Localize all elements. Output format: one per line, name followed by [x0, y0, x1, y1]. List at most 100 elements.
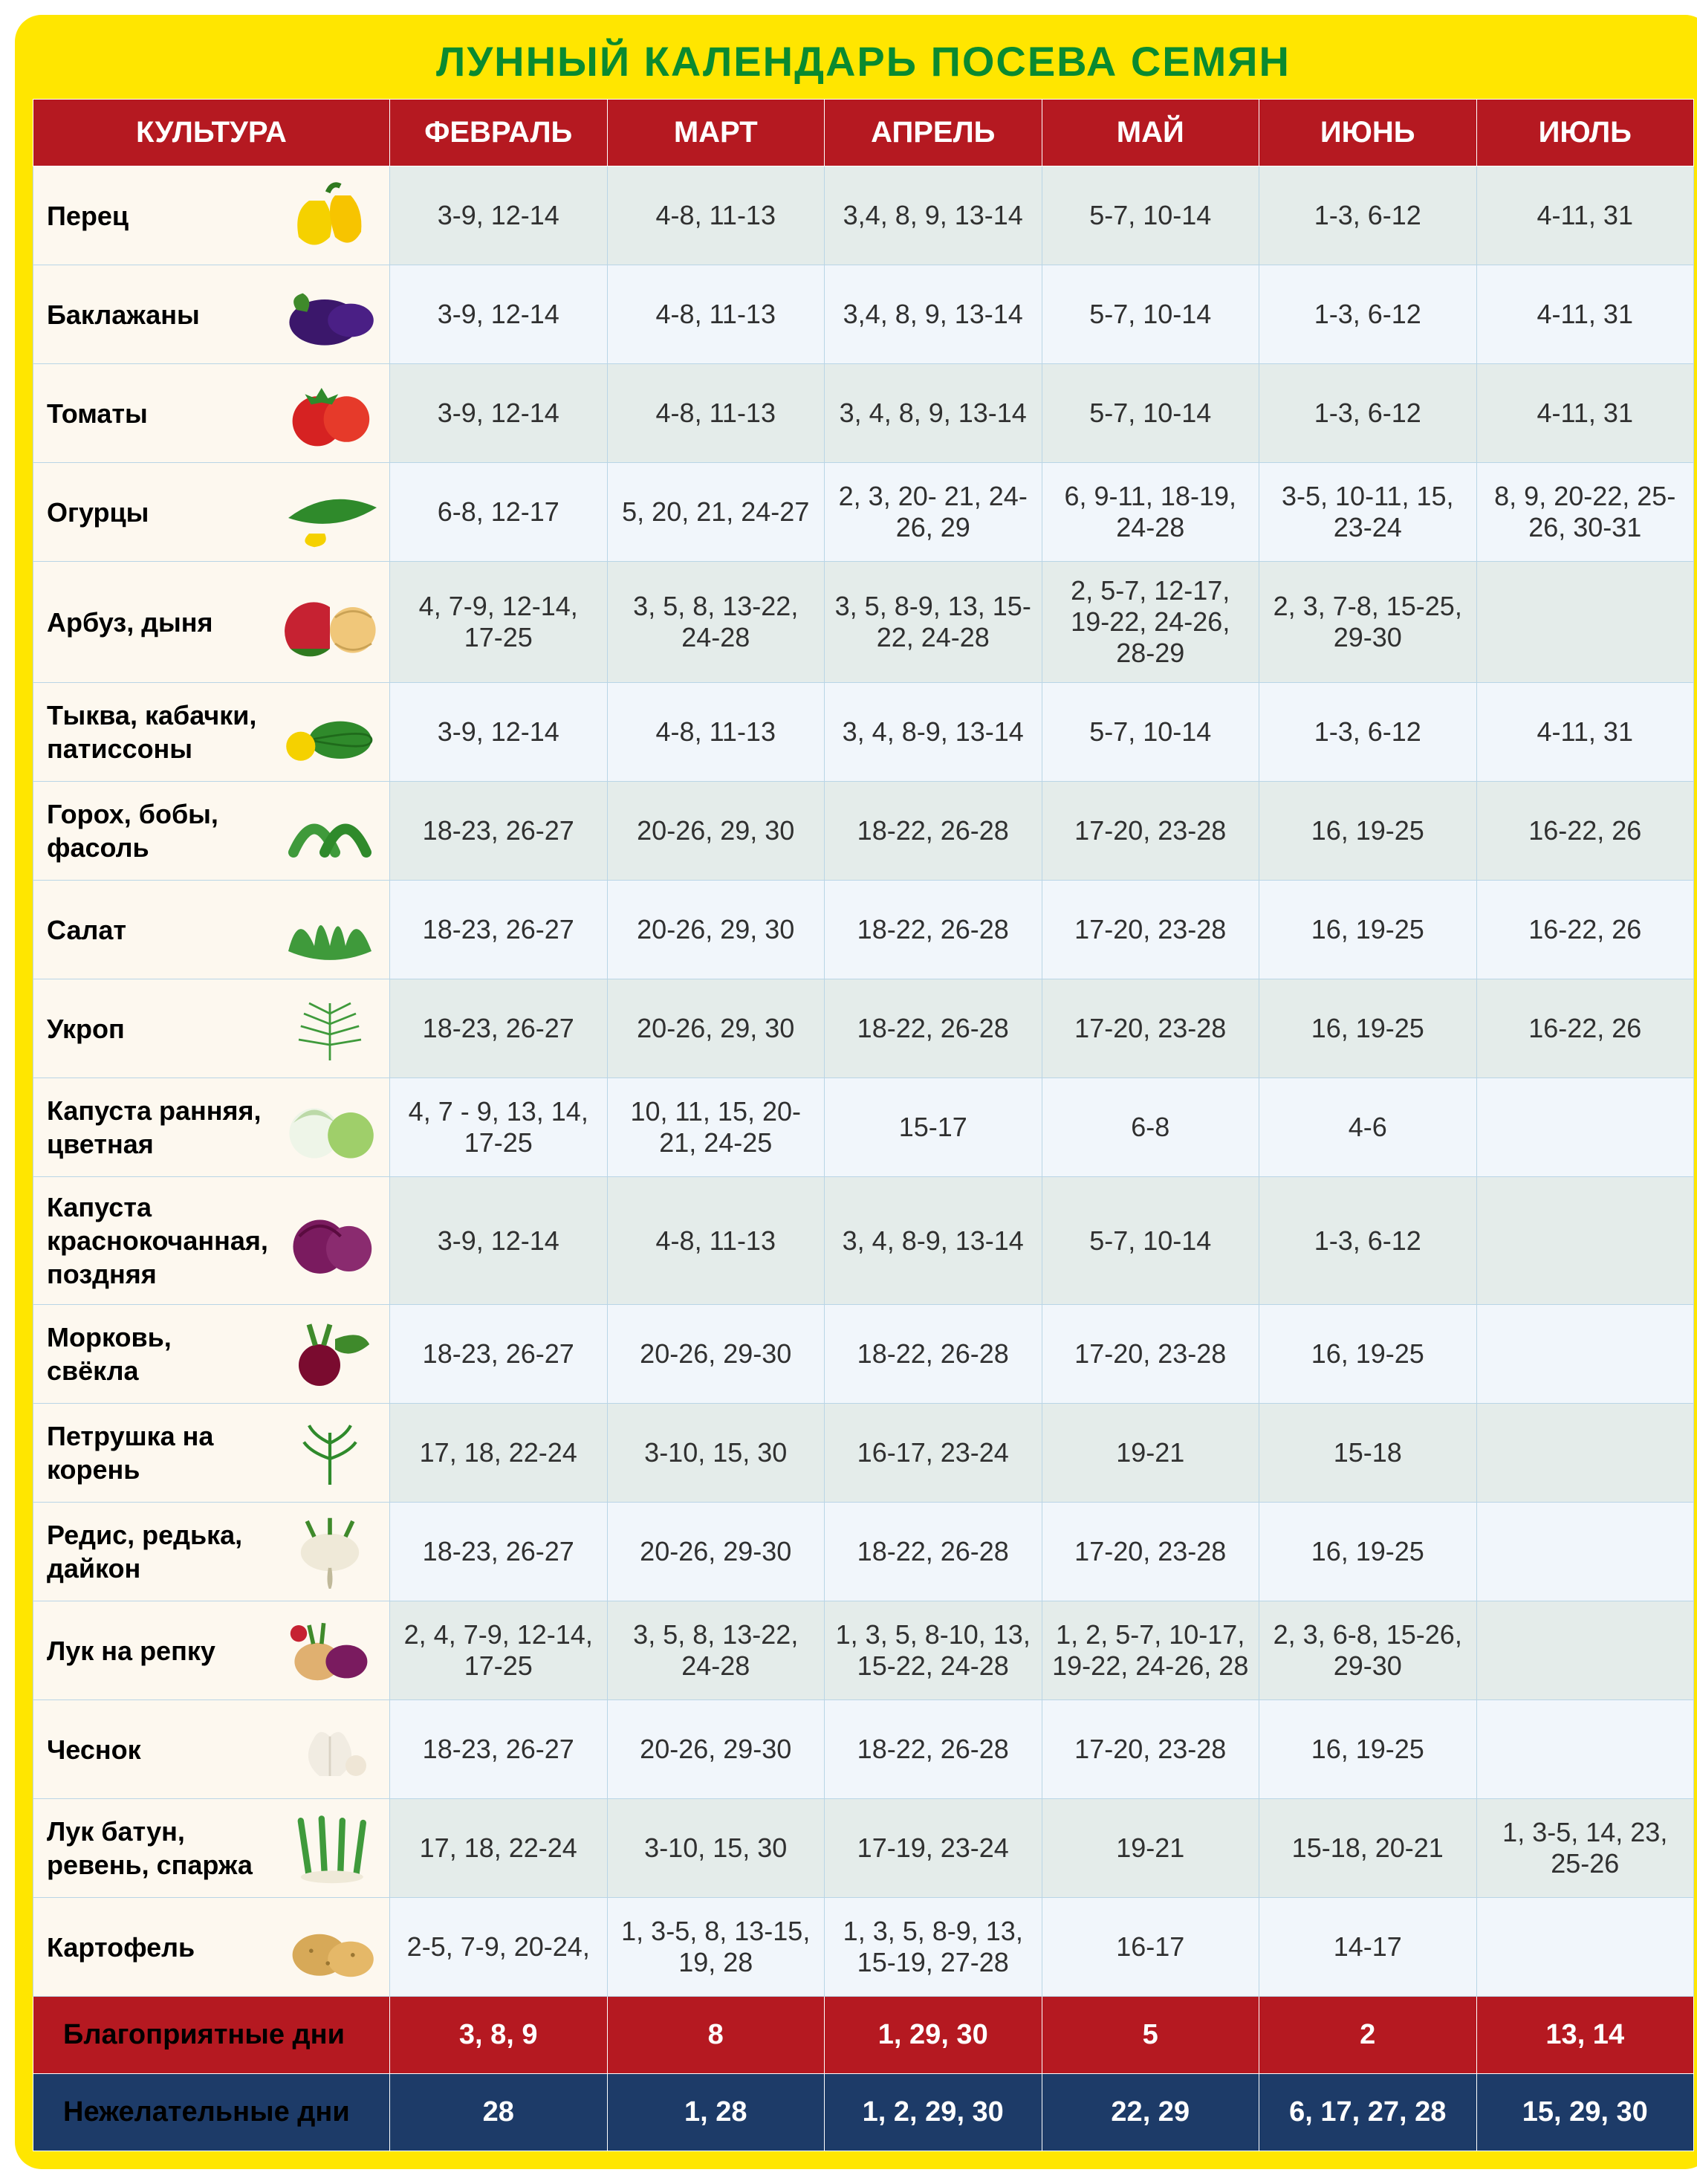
crop-cell: Морковь, свёкла	[33, 1305, 390, 1404]
date-cell: 17-19, 23-24	[825, 1799, 1042, 1898]
favorable-cell: 5	[1042, 1997, 1259, 2074]
date-cell: 4-8, 11-13	[607, 1177, 825, 1305]
date-cell	[1476, 1503, 1694, 1601]
crop-label: Горох, бобы, фасоль	[47, 797, 267, 864]
crop-label: Баклажаны	[47, 298, 267, 331]
date-cell: 4-8, 11-13	[607, 364, 825, 463]
crop-cell: Капуста краснокочанная, поздняя	[33, 1177, 390, 1305]
date-cell: 18-23, 26-27	[390, 881, 608, 979]
melon-icon	[278, 586, 382, 658]
date-cell: 3-9, 12-14	[390, 683, 608, 782]
date-cell: 3, 4, 8-9, 13-14	[825, 683, 1042, 782]
beans-icon	[278, 795, 382, 866]
date-cell: 1-3, 6-12	[1259, 683, 1477, 782]
date-cell: 10, 11, 15, 20-21, 24-25	[607, 1078, 825, 1177]
date-cell: 3,4, 8, 9, 13-14	[825, 265, 1042, 364]
date-cell: 4-8, 11-13	[607, 683, 825, 782]
date-cell: 16-22, 26	[1476, 979, 1694, 1078]
date-cell: 4-11, 31	[1476, 364, 1694, 463]
col-header-month: ИЮНЬ	[1259, 100, 1477, 166]
crop-cell: Картофель	[33, 1898, 390, 1997]
date-cell: 14-17	[1259, 1898, 1477, 1997]
date-cell: 18-22, 26-28	[825, 979, 1042, 1078]
date-cell: 1-3, 6-12	[1259, 1177, 1477, 1305]
date-cell: 4-11, 31	[1476, 166, 1694, 265]
col-header-crop: КУЛЬТУРА	[33, 100, 390, 166]
date-cell: 17-20, 23-28	[1042, 1700, 1259, 1799]
crop-cell: Укроп	[33, 979, 390, 1078]
date-cell: 5-7, 10-14	[1042, 166, 1259, 265]
crop-label: Арбуз, дыня	[47, 606, 267, 639]
date-cell: 4, 7-9, 12-14, 17-25	[390, 562, 608, 683]
date-cell: 3-10, 15, 30	[607, 1404, 825, 1503]
crop-cell: Тыква, кабачки, патиссоны	[33, 683, 390, 782]
table-row: Капуста ранняя, цветная4, 7 - 9, 13, 14,…	[33, 1078, 1694, 1177]
date-cell: 3, 5, 8, 13-22, 24-28	[607, 1601, 825, 1700]
crop-label: Лук на репку	[47, 1634, 267, 1668]
date-cell: 3, 5, 8, 13-22, 24-28	[607, 562, 825, 683]
date-cell: 16, 19-25	[1259, 782, 1477, 881]
calendar-frame: ЛУННЫЙ КАЛЕНДАРЬ ПОСЕВА СЕМЯН КУЛЬТУРА Ф…	[15, 15, 1697, 2169]
date-cell: 20-26, 29-30	[607, 1305, 825, 1404]
date-cell	[1476, 1898, 1694, 1997]
col-header-month: ФЕВРАЛЬ	[390, 100, 608, 166]
cabbage2-icon	[279, 1205, 382, 1277]
date-cell: 16, 19-25	[1259, 1503, 1477, 1601]
crop-label: Морковь, свёкла	[47, 1321, 267, 1387]
garlic-icon	[278, 1714, 382, 1785]
date-cell: 2, 3, 20- 21, 24-26, 29	[825, 463, 1042, 562]
date-cell: 17-20, 23-28	[1042, 881, 1259, 979]
table-row: Морковь, свёкла18-23, 26-2720-26, 29-301…	[33, 1305, 1694, 1404]
crop-cell: Капуста ранняя, цветная	[33, 1078, 390, 1177]
crop-label: Капуста ранняя, цветная	[47, 1094, 267, 1161]
date-cell: 1-3, 6-12	[1259, 166, 1477, 265]
date-cell: 17, 18, 22-24	[390, 1799, 608, 1898]
date-cell: 3-9, 12-14	[390, 265, 608, 364]
crop-cell: Лук на репку	[33, 1601, 390, 1700]
cabbage1-icon	[278, 1092, 382, 1163]
date-cell: 1, 3-5, 8, 13-15, 19, 28	[607, 1898, 825, 1997]
date-cell: 1, 3, 5, 8-9, 13, 15-19, 27-28	[825, 1898, 1042, 1997]
date-cell: 1-3, 6-12	[1259, 265, 1477, 364]
date-cell: 5, 20, 21, 24-27	[607, 463, 825, 562]
favorable-days-row: Благоприятные дни3, 8, 981, 29, 305213, …	[33, 1997, 1694, 2074]
table-row: Капуста краснокочанная, поздняя3-9, 12-1…	[33, 1177, 1694, 1305]
crop-label: Перец	[47, 199, 267, 233]
date-cell: 4-11, 31	[1476, 265, 1694, 364]
date-cell: 3-5, 10-11, 15, 23-24	[1259, 463, 1477, 562]
favorable-cell: 3, 8, 9	[390, 1997, 608, 2074]
date-cell: 16-22, 26	[1476, 881, 1694, 979]
pepper-icon	[278, 180, 382, 251]
date-cell	[1476, 1601, 1694, 1700]
date-cell: 16, 19-25	[1259, 979, 1477, 1078]
date-cell: 18-23, 26-27	[390, 782, 608, 881]
table-row: Укроп18-23, 26-2720-26, 29, 3018-22, 26-…	[33, 979, 1694, 1078]
crop-label: Лук батун, ревень, спаржа	[47, 1815, 267, 1882]
date-cell: 18-22, 26-28	[825, 782, 1042, 881]
date-cell: 6, 9-11, 18-19, 24-28	[1042, 463, 1259, 562]
date-cell: 18-22, 26-28	[825, 1503, 1042, 1601]
favorable-cell: 8	[607, 1997, 825, 2074]
date-cell: 1, 3-5, 14, 23, 25-26	[1476, 1799, 1694, 1898]
date-cell: 1, 3, 5, 8-10, 13, 15-22, 24-28	[825, 1601, 1042, 1700]
crop-label: Огурцы	[47, 496, 267, 529]
table-row: Редис, редька, дайкон18-23, 26-2720-26, …	[33, 1503, 1694, 1601]
date-cell: 16-17	[1042, 1898, 1259, 1997]
table-row: Огурцы6-8, 12-175, 20, 21, 24-272, 3, 20…	[33, 463, 1694, 562]
sowing-calendar-table: КУЛЬТУРА ФЕВРАЛЬ МАРТ АПРЕЛЬ МАЙ ИЮНЬ ИЮ…	[33, 99, 1694, 2151]
date-cell	[1476, 1700, 1694, 1799]
favorable-cell: 2	[1259, 1997, 1477, 2074]
scallion-icon	[278, 1812, 382, 1884]
date-cell: 20-26, 29-30	[607, 1503, 825, 1601]
date-cell: 16, 19-25	[1259, 1305, 1477, 1404]
crop-cell: Огурцы	[33, 463, 390, 562]
lettuce-icon	[278, 894, 382, 965]
date-cell: 4-6	[1259, 1078, 1477, 1177]
crop-cell: Арбуз, дыня	[33, 562, 390, 683]
unfavorable-days-row: Нежелательные дни281, 281, 2, 29, 3022, …	[33, 2074, 1694, 2151]
date-cell: 15-18	[1259, 1404, 1477, 1503]
date-cell: 2-5, 7-9, 20-24,	[390, 1898, 608, 1997]
unfavorable-cell: 1, 2, 29, 30	[825, 2074, 1042, 2151]
date-cell	[1476, 1305, 1694, 1404]
crop-cell: Редис, редька, дайкон	[33, 1503, 390, 1601]
